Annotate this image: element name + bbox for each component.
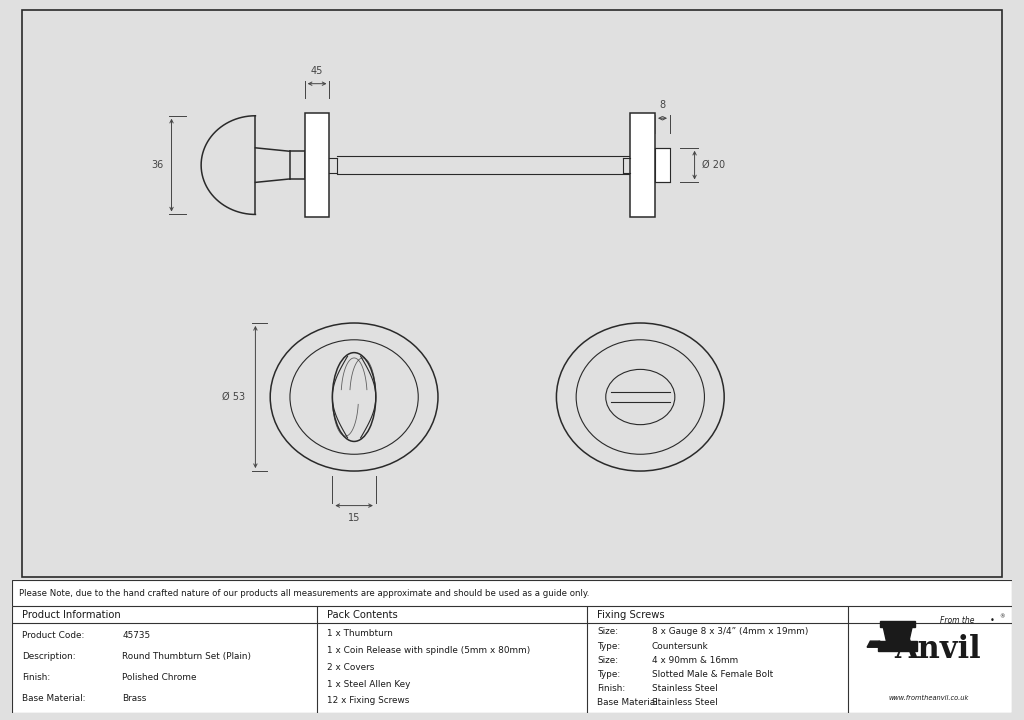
- Text: Finish:: Finish:: [597, 684, 626, 693]
- Polygon shape: [880, 621, 915, 627]
- Text: Fixing Screws: Fixing Screws: [597, 610, 665, 620]
- Bar: [631, 113, 655, 217]
- Text: 1 x Thumbturn: 1 x Thumbturn: [327, 629, 393, 638]
- Text: Slotted Male & Female Bolt: Slotted Male & Female Bolt: [652, 670, 773, 679]
- Text: Brass: Brass: [122, 694, 146, 703]
- Text: Product Code:: Product Code:: [23, 631, 85, 640]
- Text: Round Thumbturn Set (Plain): Round Thumbturn Set (Plain): [122, 652, 251, 661]
- Text: 45735: 45735: [122, 631, 151, 640]
- Text: 1 x Steel Allen Key: 1 x Steel Allen Key: [327, 680, 411, 688]
- Text: Polished Chrome: Polished Chrome: [122, 673, 197, 682]
- Text: Description:: Description:: [23, 652, 76, 661]
- Text: Please Note, due to the hand crafted nature of our products all measurements are: Please Note, due to the hand crafted nat…: [19, 589, 590, 598]
- Text: Finish:: Finish:: [23, 673, 50, 682]
- Text: Size:: Size:: [597, 627, 618, 636]
- Text: 12 x Fixing Screws: 12 x Fixing Screws: [327, 696, 410, 706]
- Text: 8 x Gauge 8 x 3/4” (4mm x 19mm): 8 x Gauge 8 x 3/4” (4mm x 19mm): [652, 627, 808, 636]
- Polygon shape: [879, 641, 916, 652]
- Text: 36: 36: [152, 160, 164, 170]
- Text: Ø 53: Ø 53: [222, 392, 246, 402]
- Text: Stainless Steel: Stainless Steel: [652, 698, 718, 707]
- Text: 15: 15: [348, 513, 360, 523]
- Text: Product Information: Product Information: [23, 610, 121, 620]
- Text: Base Material:: Base Material:: [23, 694, 86, 703]
- Text: Countersunk: Countersunk: [652, 642, 709, 651]
- Text: 8: 8: [659, 100, 666, 110]
- Text: 45: 45: [311, 66, 324, 76]
- Text: Pack Contents: Pack Contents: [327, 610, 398, 620]
- Text: ®: ®: [999, 614, 1005, 619]
- Text: 4 x 90mm & 16mm: 4 x 90mm & 16mm: [652, 656, 738, 665]
- Text: Size:: Size:: [597, 656, 618, 665]
- Text: Type:: Type:: [597, 642, 621, 651]
- Text: 1 x Coin Release with spindle (5mm x 80mm): 1 x Coin Release with spindle (5mm x 80m…: [327, 646, 530, 654]
- Text: Stainless Steel: Stainless Steel: [652, 684, 718, 693]
- Polygon shape: [867, 641, 880, 647]
- Bar: [305, 113, 330, 217]
- Text: •: •: [990, 616, 995, 625]
- Text: 2 x Covers: 2 x Covers: [327, 662, 375, 672]
- Text: Anvil: Anvil: [895, 634, 981, 665]
- Text: www.fromtheanvil.co.uk: www.fromtheanvil.co.uk: [888, 696, 969, 701]
- Polygon shape: [883, 627, 912, 641]
- Text: From the: From the: [940, 616, 975, 625]
- Text: Base Material:: Base Material:: [597, 698, 660, 707]
- Text: Ø 20: Ø 20: [702, 160, 726, 170]
- Text: Type:: Type:: [597, 670, 621, 679]
- Bar: [655, 148, 670, 182]
